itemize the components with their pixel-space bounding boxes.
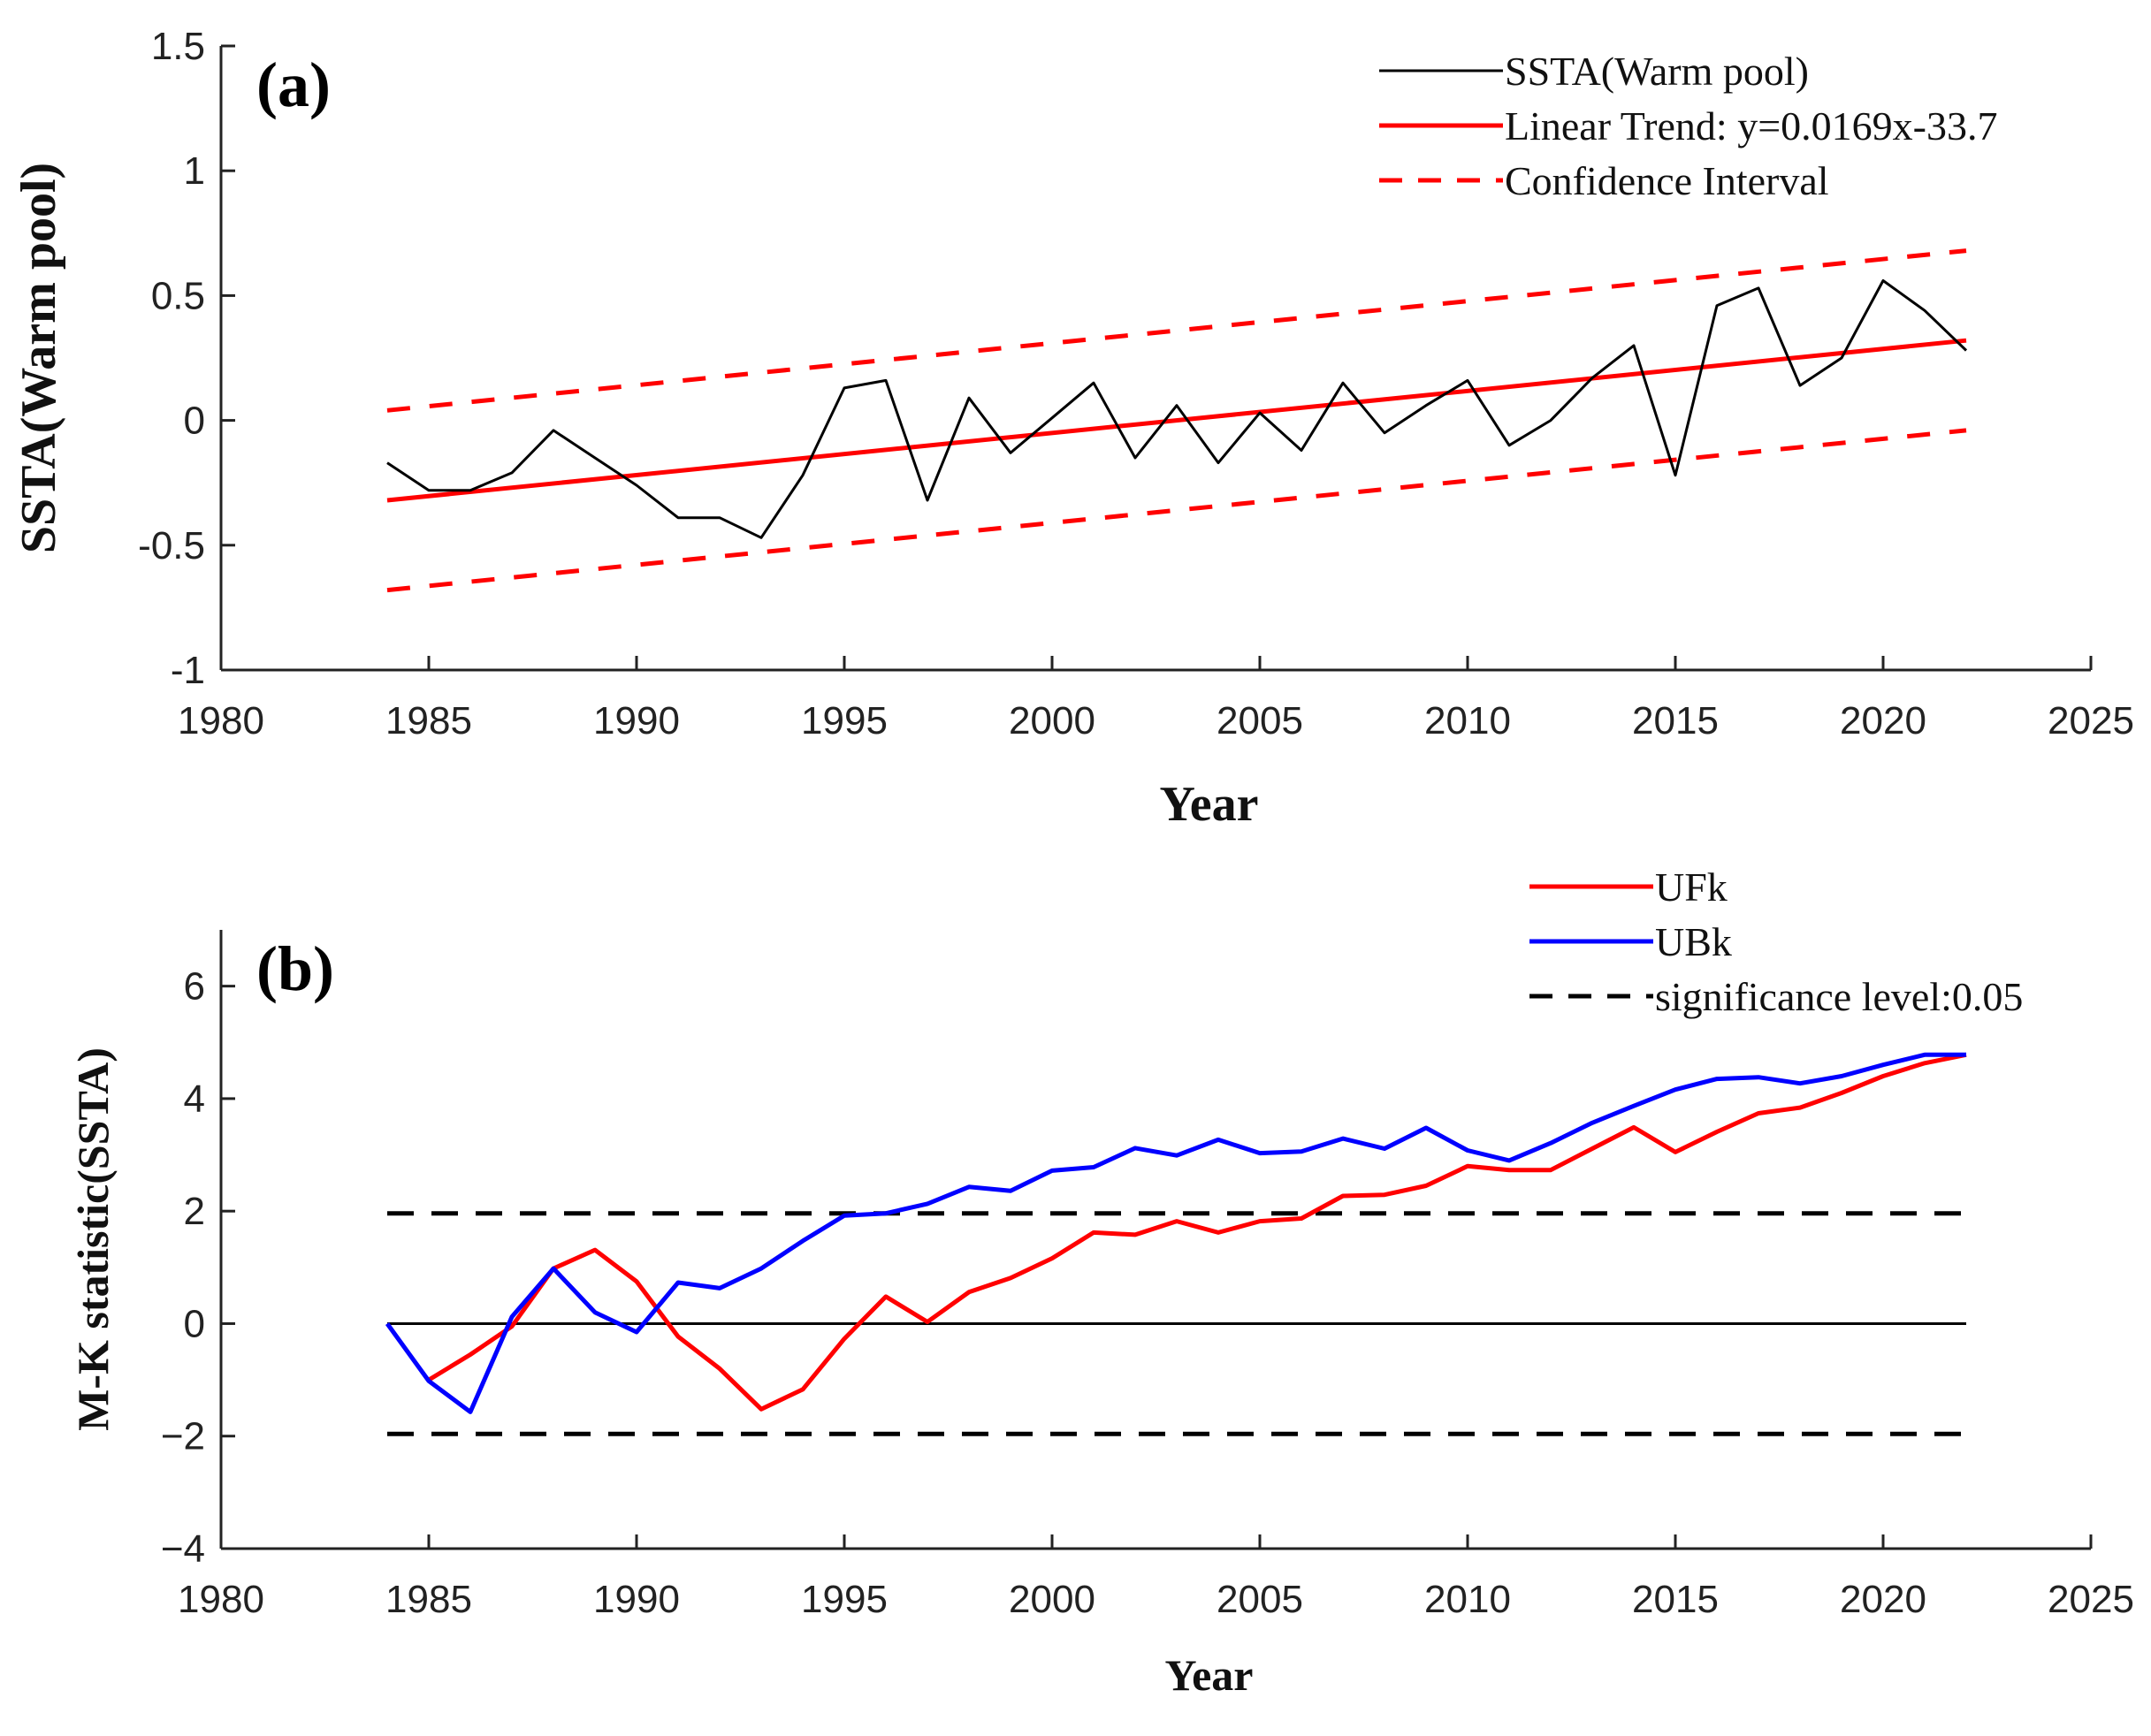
y-tick-label: 6: [184, 965, 205, 1009]
y-tick-label: 2: [184, 1190, 205, 1233]
x-tick-label: 1995: [801, 1578, 888, 1621]
x-tick-label: 2000: [1009, 1578, 1095, 1621]
y-tick-label: 0.5: [151, 274, 205, 317]
y-tick-label: −2: [161, 1415, 205, 1458]
y-tick-label: 1: [184, 149, 205, 193]
y-tick-label: -1: [171, 649, 205, 692]
y-tick-label: 0: [184, 1302, 205, 1345]
x-tick-label: 1985: [385, 1578, 472, 1621]
x-tick-label: 1990: [593, 699, 680, 742]
x-tick-label: 1980: [178, 699, 264, 742]
panel-label: (a): [256, 49, 331, 120]
x-tick-label: 1980: [178, 1578, 264, 1621]
x-tick-label: 2025: [2048, 1578, 2134, 1621]
x-tick-label: 1990: [593, 1578, 680, 1621]
x-tick-label: 2020: [1840, 1578, 1926, 1621]
x-tick-label: 2000: [1009, 699, 1095, 742]
series-ssta-warm-pool: [386, 279, 1968, 539]
y-axis-label: M-K statistic(SSTA): [68, 1047, 118, 1431]
y-tick-label: 0: [184, 400, 205, 443]
x-tick-label: 2010: [1424, 1578, 1511, 1621]
legend-label: significance level:0.05: [1655, 974, 2023, 1019]
legend-label: SSTA(Warm pool): [1505, 49, 1809, 94]
x-tick-label: 1985: [385, 699, 472, 742]
series-ufk: [427, 1052, 1967, 1412]
x-axis-label: Year: [1165, 1650, 1254, 1700]
legend-label: Linear Trend: y=0.0169x-33.7: [1505, 103, 1997, 148]
legend-label: Confidence Interval: [1505, 158, 1829, 203]
y-tick-label: -0.5: [138, 524, 205, 567]
y-tick-label: −4: [161, 1527, 205, 1571]
x-tick-label: 1995: [801, 699, 888, 742]
legend-label: UBk: [1655, 919, 1732, 964]
x-tick-label: 2015: [1632, 1578, 1719, 1621]
x-tick-label: 2015: [1632, 699, 1719, 742]
panel-label: (b): [256, 933, 334, 1004]
x-tick-label: 2010: [1424, 699, 1511, 742]
series-ubk: [385, 1052, 1966, 1414]
x-axis-label: Year: [1160, 777, 1259, 832]
y-tick-label: 1.5: [151, 25, 205, 68]
series-confidence-interval-lower: [386, 428, 1967, 593]
legend-label: UFk: [1655, 864, 1728, 910]
y-tick-label: 4: [184, 1077, 205, 1121]
x-tick-label: 2005: [1217, 1578, 1303, 1621]
panel-b: 1980 1985 1990 1995 2000 2005 2010 2015 2020 2025…: [68, 864, 2134, 1700]
x-tick-label: 2025: [2048, 699, 2134, 742]
x-tick-label: 2020: [1840, 699, 1926, 742]
x-tick-label: 2005: [1217, 699, 1303, 742]
series-confidence-interval: [386, 248, 1967, 413]
y-axis-label: SSTA(Warm pool): [11, 163, 66, 553]
panel-a: 1980 1985 1990 1995 2000 2005 2010 2015 2020 2025…: [11, 25, 2134, 832]
